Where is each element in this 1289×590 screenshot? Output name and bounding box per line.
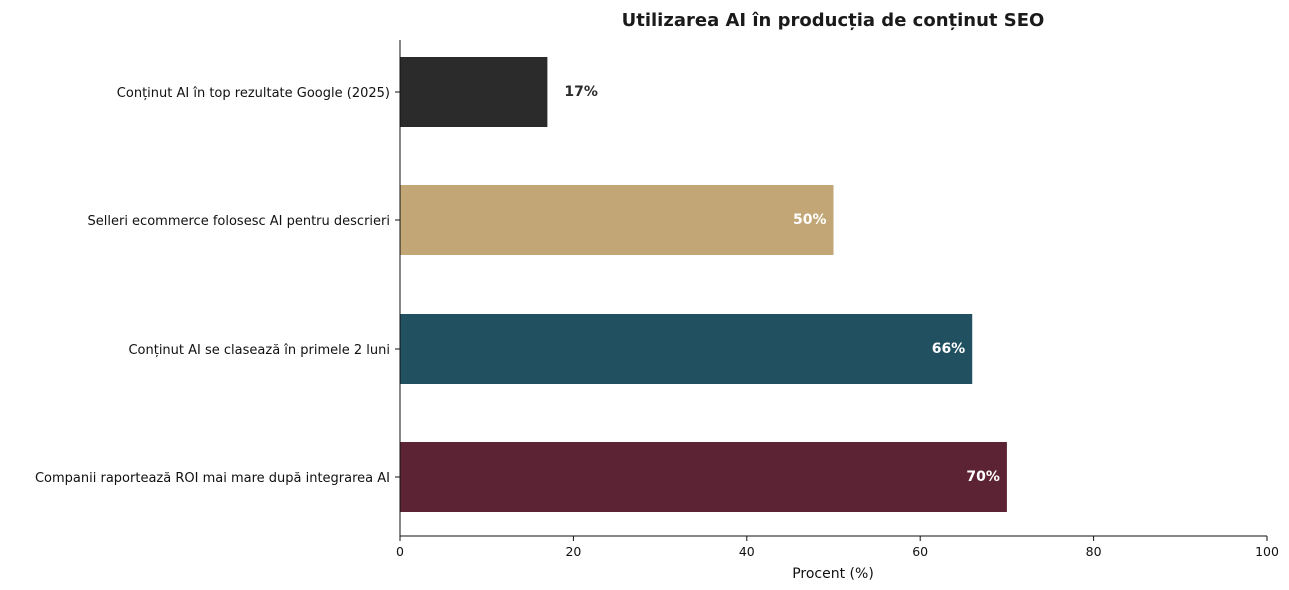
category-labels: Conținut AI în top rezultate Google (202…	[35, 86, 400, 486]
bars-group	[400, 57, 1007, 512]
value-label: 17%	[564, 84, 598, 100]
bar-2	[400, 185, 834, 255]
x-tick-label: 40	[739, 544, 755, 559]
value-label: 50%	[793, 212, 827, 228]
bar-1	[400, 57, 548, 127]
value-labels: 17% 50% 66% 70%	[564, 84, 1000, 485]
chart-title: Utilizarea AI în producția de conținut S…	[622, 10, 1045, 31]
category-label: Conținut AI se clasează în primele 2 lun…	[128, 343, 390, 358]
x-ticks: 0 20 40 60 80 100	[396, 536, 1279, 559]
value-label: 66%	[932, 341, 966, 357]
x-tick-label: 0	[396, 544, 404, 559]
x-tick-label: 60	[912, 544, 928, 559]
bar-4	[400, 442, 1007, 512]
category-label: Conținut AI în top rezultate Google (202…	[117, 86, 390, 101]
x-axis-label: Procent (%)	[792, 566, 874, 582]
bar-3	[400, 314, 973, 384]
x-tick-label: 20	[565, 544, 581, 559]
x-tick-label: 100	[1255, 544, 1279, 559]
category-label: Selleri ecommerce folosesc AI pentru des…	[88, 214, 391, 229]
x-tick-label: 80	[1086, 544, 1102, 559]
category-label: Companii raportează ROI mai mare după in…	[35, 471, 390, 486]
value-label: 70%	[966, 469, 1000, 485]
